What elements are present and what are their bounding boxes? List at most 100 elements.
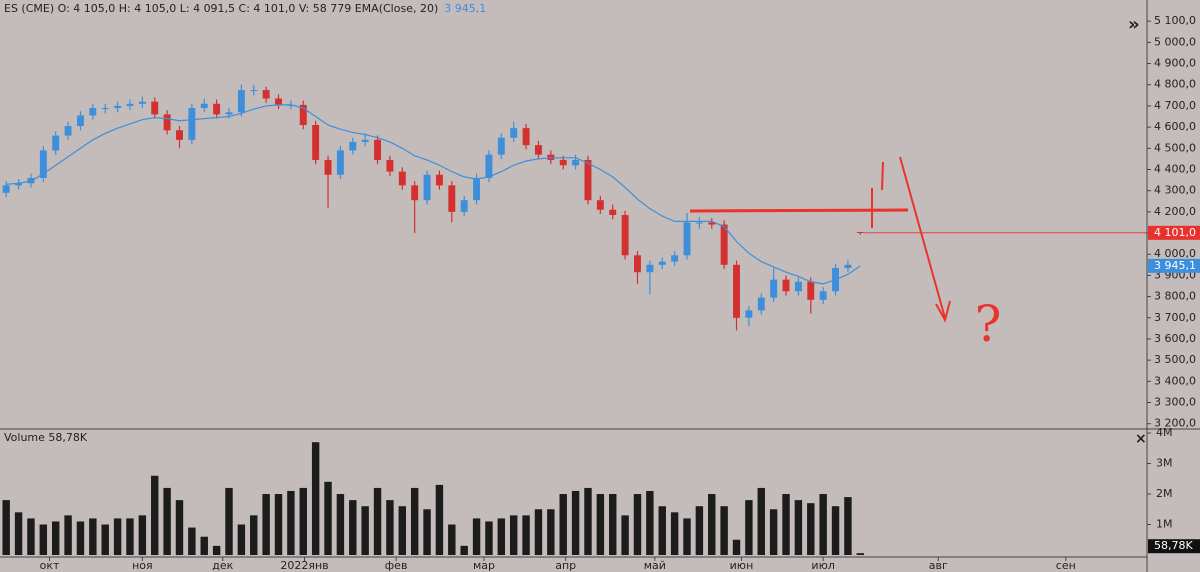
candle-body [250, 90, 258, 92]
y-tick-label: 5 100,0 [1154, 14, 1196, 27]
y-tick-label: 4 700,0 [1154, 99, 1196, 112]
candle-body [621, 215, 629, 256]
volume-y-tick-label: 3M [1156, 457, 1173, 470]
candle-body [745, 310, 753, 318]
volume-bar [151, 475, 159, 555]
candle-body [572, 159, 580, 166]
volume-bar [547, 509, 555, 555]
x-tick-label: июн [730, 559, 754, 572]
candle-body [460, 200, 468, 212]
collapse-icon[interactable]: » [1128, 14, 1140, 35]
drawn-arrow [899, 156, 946, 319]
candle-body [163, 114, 171, 131]
candle-body [324, 159, 332, 175]
candle-body [423, 174, 431, 201]
y-tick-label: 3 400,0 [1154, 374, 1196, 387]
candle-body [782, 279, 790, 292]
volume-bar [782, 494, 790, 555]
x-tick-label: окт [40, 559, 60, 572]
volume-last-label: 58,78K [1154, 539, 1193, 552]
candle-body [609, 209, 617, 216]
y-tick-label: 3 200,0 [1154, 417, 1196, 430]
volume-title: Volume 58,78K [4, 431, 88, 444]
volume-bar [819, 494, 827, 555]
x-tick-label: 2022янв [280, 559, 328, 572]
volume-bar [200, 536, 208, 555]
candle-body [200, 103, 208, 109]
candle-body [336, 150, 344, 175]
candle-body [485, 154, 493, 178]
volume-bar [212, 545, 221, 555]
y-tick-label: 4 400,0 [1154, 162, 1196, 175]
candle-body [89, 108, 97, 116]
volume-bar [807, 503, 815, 555]
candle-body [448, 185, 456, 212]
drawings [689, 156, 951, 323]
candle-body [522, 128, 530, 146]
y-tick-label: 4 600,0 [1154, 120, 1196, 133]
volume-bar [472, 518, 481, 555]
candle-body [435, 174, 443, 186]
volume-bar [670, 512, 679, 555]
y-tick-label: 4 200,0 [1154, 205, 1196, 218]
volume-bar [311, 442, 320, 555]
drawn-resistance-line [689, 208, 909, 213]
candle-body [584, 159, 592, 201]
volume-bar [831, 506, 840, 555]
volume-bar [113, 518, 122, 555]
x-tick-label: мар [473, 559, 495, 572]
volume-bar [64, 515, 72, 555]
volume-bar [299, 487, 307, 555]
candle-body [349, 141, 357, 151]
volume-bar [76, 521, 85, 555]
x-tick-label: апр [555, 559, 576, 572]
volume-bar [373, 487, 382, 555]
candle-body [646, 264, 654, 273]
volume-bar [683, 518, 691, 555]
candle-body [819, 291, 827, 300]
candle-body [510, 128, 518, 138]
volume-y-tick-label: 4M [1156, 426, 1173, 439]
candle-body [262, 90, 270, 99]
candle-body [398, 171, 406, 186]
y-tick-label: 4 500,0 [1154, 141, 1196, 154]
volume-y-tick-label: 1M [1156, 518, 1173, 531]
volume-bar [584, 487, 592, 555]
volume-bar [621, 515, 629, 555]
candle-body [176, 130, 183, 140]
candle-body [497, 137, 505, 155]
volume-bar [51, 521, 60, 555]
close-pane-icon[interactable]: × [1135, 431, 1147, 447]
volume-bar [844, 497, 852, 555]
volume-bar [485, 521, 493, 555]
volume-bar [596, 494, 605, 555]
volume-bar [522, 515, 530, 555]
volume-bar [646, 490, 654, 555]
volume-bar [435, 484, 444, 555]
volume-bar [39, 524, 48, 555]
y-tick-label: 3 700,0 [1154, 311, 1196, 324]
annotation: ? [975, 295, 1002, 353]
candle-body [188, 108, 196, 140]
candle-body [757, 297, 765, 311]
volume-bar [571, 490, 580, 555]
volume-bar [732, 539, 741, 555]
y-tick-label: 4 800,0 [1154, 78, 1196, 91]
volume-bar [509, 515, 518, 555]
candle-body [114, 105, 122, 109]
volume-bar [708, 494, 716, 555]
x-tick-label: фев [385, 559, 408, 572]
candle-body [76, 115, 84, 127]
volume-bar [225, 487, 233, 555]
volume-bar [237, 524, 246, 555]
volume-bars [2, 442, 865, 555]
candle-body [275, 98, 282, 105]
x-tick-label: ноя [132, 559, 153, 572]
candle-body [559, 159, 567, 166]
candle-body [807, 281, 815, 300]
volume-bar [497, 518, 506, 555]
ema-header-value: 3 945,1 [444, 2, 486, 15]
candle-body [794, 281, 802, 292]
